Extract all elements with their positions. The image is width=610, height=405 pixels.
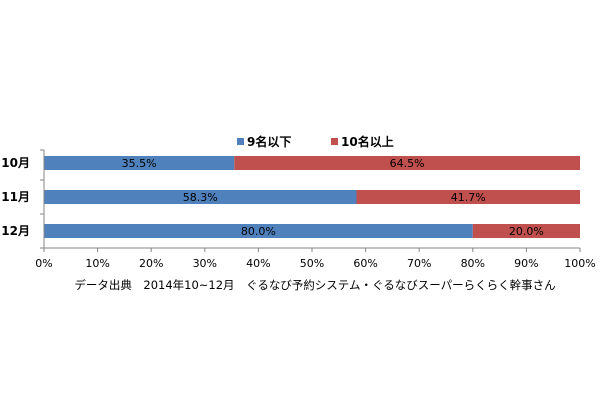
bar-segment (44, 224, 473, 238)
x-tick-label: 80% (461, 257, 485, 270)
x-tick-label: 10% (85, 257, 109, 270)
legend-label: 9名以下 (247, 134, 291, 149)
data-label: 80.0% (241, 225, 276, 238)
bar-segment (44, 190, 357, 204)
x-tick-label: 60% (353, 257, 377, 270)
x-tick-label: 90% (514, 257, 538, 270)
x-tick-label: 50% (300, 257, 324, 270)
x-tick-label: 20% (139, 257, 163, 270)
x-tick-label: 70% (407, 257, 431, 270)
data-labels: 35.5% 64.5% 58.3% 41.7% 80.0% 20.0% (122, 157, 544, 238)
bar-segment (44, 156, 235, 170)
source-note: データ出典 2014年10~12月 ぐるなび予約システム・ぐるなびスーパーらくら… (74, 278, 555, 292)
x-tick-label: 30% (193, 257, 217, 270)
data-label: 20.0% (509, 225, 544, 238)
bar-segment (472, 224, 580, 238)
x-tick-label: 100% (564, 257, 595, 270)
data-label: 35.5% (122, 157, 157, 170)
axes: 10月 11月 12月 0% 10% 20% 30% 40% 50% 60% 70% 80% 90% 10… (1, 149, 596, 270)
category-label: 12月 (1, 224, 30, 238)
bars (44, 156, 580, 238)
legend-swatch (237, 138, 244, 145)
data-label: 41.7% (451, 191, 486, 204)
category-label: 11月 (1, 190, 30, 204)
data-label: 58.3% (183, 191, 218, 204)
legend-swatch (331, 138, 338, 145)
category-label: 10月 (1, 156, 30, 170)
legend-label: 10名以上 (341, 134, 394, 149)
x-tick-label: 0% (35, 257, 52, 270)
x-tick-label: 40% (246, 257, 270, 270)
bar-segment (234, 156, 580, 170)
data-label: 64.5% (390, 157, 425, 170)
legend: 9名以下 10名以上 (237, 134, 394, 149)
bar-segment (356, 190, 580, 204)
